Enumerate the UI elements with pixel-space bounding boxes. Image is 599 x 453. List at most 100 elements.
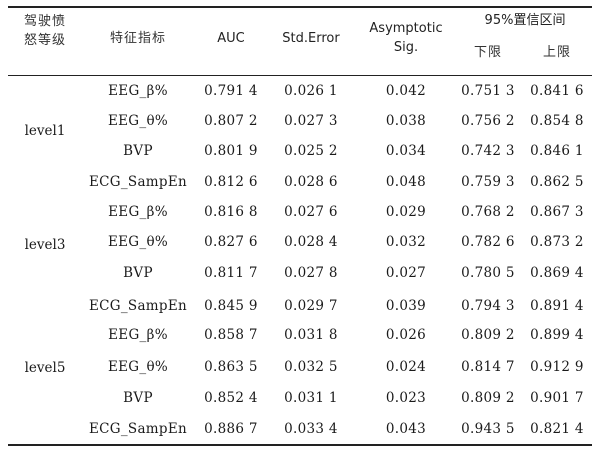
header-group-line1: 驾驶愤: [23, 14, 66, 29]
feature-cell: EEG_β%: [108, 327, 168, 343]
feature-cell: ECG_SampEn: [88, 298, 187, 314]
feature-cell: ECG_SampEn: [88, 174, 187, 190]
std-error-cell: 0.033 4: [284, 421, 338, 437]
std-error-cell: 0.027 3: [284, 113, 338, 129]
std-error-cell: 0.031 1: [284, 390, 338, 406]
feature-cell: BVP: [123, 265, 153, 281]
ci-lower-cell: 0.943 5: [461, 421, 515, 437]
header-rule: [8, 75, 592, 76]
auc-cell: 0.863 5: [204, 359, 258, 375]
std-error-cell: 0.028 6: [284, 174, 338, 190]
std-error-cell: 0.029 7: [284, 298, 338, 314]
ci-upper-cell: 0.846 1: [530, 143, 584, 159]
auc-cell: 0.791 4: [204, 83, 258, 99]
group-label-level3: level3: [24, 237, 66, 253]
header-asymptotic-line2: Sig.: [393, 40, 419, 55]
ci-upper-cell: 0.862 5: [530, 174, 584, 190]
table-row: ECG_SampEn 0.886 7 0.033 4 0.043 0.943 5…: [8, 414, 592, 444]
asymptotic-sig-cell: 0.034: [385, 143, 427, 159]
feature-cell: BVP: [123, 390, 153, 406]
header-group-line2: 怒等级: [23, 33, 66, 48]
header-ci-upper: 上限: [542, 45, 571, 60]
header-group-cell: 驾驶愤 怒等级: [8, 12, 82, 50]
group-label-level5: level5: [24, 360, 66, 376]
feature-cell: BVP: [123, 143, 153, 159]
ci-lower-cell: 0.759 3: [461, 174, 515, 190]
ci-lower-cell: 0.780 5: [461, 265, 515, 281]
ci-upper-cell: 0.891 4: [530, 298, 584, 314]
asymptotic-sig-cell: 0.039: [385, 298, 427, 314]
feature-cell: ECG_SampEn: [88, 421, 187, 437]
header-asymptotic-line1: Asymptotic: [369, 21, 443, 36]
table-row: EEG_β% 0.816 8 0.027 6 0.029 0.768 2 0.8…: [8, 197, 592, 227]
std-error-cell: 0.031 8: [284, 327, 338, 343]
ci-upper-cell: 0.901 7: [530, 390, 584, 406]
table-row: EEG_θ% 0.827 6 0.028 4 0.032 0.782 6 0.8…: [8, 227, 592, 257]
ci-upper-cell: 0.869 4: [530, 265, 584, 281]
auc-cell: 0.812 6: [204, 174, 258, 190]
ci-upper-cell: 0.899 4: [530, 327, 584, 343]
std-error-cell: 0.028 4: [284, 234, 338, 250]
std-error-cell: 0.026 1: [284, 83, 338, 99]
ci-upper-cell: 0.867 3: [530, 204, 584, 220]
ci-lower-cell: 0.809 2: [461, 390, 515, 406]
ci-lower-cell: 0.814 7: [461, 359, 515, 375]
auc-cell: 0.886 7: [204, 421, 258, 437]
auc-cell: 0.811 7: [204, 265, 258, 281]
ci-upper-cell: 0.841 6: [530, 83, 584, 99]
std-error-cell: 0.032 5: [284, 359, 338, 375]
feature-cell: EEG_θ%: [108, 359, 168, 375]
header-feature: 特征指标: [109, 31, 166, 46]
table-row: EEG_θ% 0.807 2 0.027 3 0.038 0.756 2 0.8…: [8, 106, 592, 136]
header-ci-title: 95%置信区间: [484, 13, 566, 28]
auc-cell: 0.827 6: [204, 234, 258, 250]
table-row: EEG_β% 0.791 4 0.026 1 0.042 0.751 3 0.8…: [8, 76, 592, 106]
ci-upper-cell: 0.821 4: [530, 421, 584, 437]
ci-lower-cell: 0.782 6: [461, 234, 515, 250]
asymptotic-sig-cell: 0.027: [385, 265, 427, 281]
bottom-rule: [8, 444, 592, 446]
asymptotic-sig-cell: 0.023: [385, 390, 427, 406]
ci-upper-cell: 0.873 2: [530, 234, 584, 250]
ci-lower-cell: 0.751 3: [461, 83, 515, 99]
std-error-cell: 0.027 6: [284, 204, 338, 220]
table-row: BVP 0.811 7 0.027 8 0.027 0.780 5 0.869 …: [8, 258, 592, 288]
asymptotic-sig-cell: 0.048: [385, 174, 427, 190]
header-ci-lower: 下限: [473, 45, 502, 60]
ci-upper-cell: 0.854 8: [530, 113, 584, 129]
group-label-level1: level1: [24, 123, 66, 139]
auc-cell: 0.845 9: [204, 298, 258, 314]
auc-cell: 0.816 8: [204, 204, 258, 220]
auc-cell: 0.807 2: [204, 113, 258, 129]
ci-upper-cell: 0.912 9: [530, 359, 584, 375]
header-auc: AUC: [217, 31, 245, 46]
asymptotic-sig-cell: 0.043: [385, 421, 427, 437]
asymptotic-sig-cell: 0.024: [385, 359, 427, 375]
top-rule: [8, 6, 592, 8]
auc-cell: 0.801 9: [204, 143, 258, 159]
feature-cell: EEG_θ%: [108, 113, 168, 129]
asymptotic-sig-cell: 0.038: [385, 113, 427, 129]
ci-lower-cell: 0.768 2: [461, 204, 515, 220]
ci-lower-cell: 0.794 3: [461, 298, 515, 314]
table-row: EEG_β% 0.858 7 0.031 8 0.026 0.809 2 0.8…: [8, 320, 592, 350]
auc-cell: 0.858 7: [204, 327, 258, 343]
std-error-cell: 0.025 2: [284, 143, 338, 159]
feature-cell: EEG_β%: [108, 204, 168, 220]
asymptotic-sig-cell: 0.026: [385, 327, 427, 343]
header-asymptotic-cell: Asymptotic Sig.: [356, 19, 456, 57]
table-row: ECG_SampEn 0.812 6 0.028 6 0.048 0.759 3…: [8, 167, 592, 197]
table-row: EEG_θ% 0.863 5 0.032 5 0.024 0.814 7 0.9…: [8, 352, 592, 382]
table-row: ECG_SampEn 0.845 9 0.029 7 0.039 0.794 3…: [8, 291, 592, 321]
std-error-cell: 0.027 8: [284, 265, 338, 281]
asymptotic-sig-cell: 0.042: [385, 83, 427, 99]
table-row: BVP 0.852 4 0.031 1 0.023 0.809 2 0.901 …: [8, 383, 592, 413]
asymptotic-sig-cell: 0.029: [385, 204, 427, 220]
feature-cell: EEG_θ%: [108, 234, 168, 250]
asymptotic-sig-cell: 0.032: [385, 234, 427, 250]
header-std-error: Std.Error: [282, 31, 340, 46]
table-row: BVP 0.801 9 0.025 2 0.034 0.742 3 0.846 …: [8, 136, 592, 166]
ci-lower-cell: 0.742 3: [461, 143, 515, 159]
auc-cell: 0.852 4: [204, 390, 258, 406]
ci-lower-cell: 0.809 2: [461, 327, 515, 343]
